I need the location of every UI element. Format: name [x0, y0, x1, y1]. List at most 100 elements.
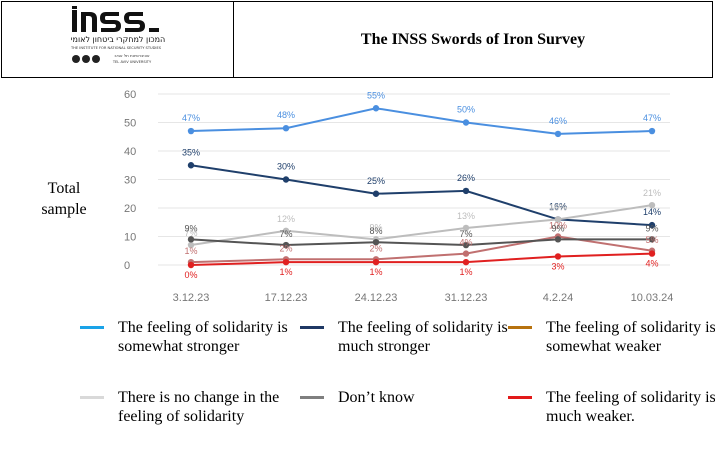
data-point [462, 224, 470, 232]
logo-cell: המכון למחקרי ביטחון לאומי THE INSTITUTE … [2, 2, 234, 77]
series-line [190, 238, 652, 247]
data-label: 3% [551, 261, 564, 271]
data-label: 2% [279, 243, 292, 253]
report-title: The INSS Swords of Iron Survey [360, 30, 586, 48]
series-line [190, 252, 653, 266]
data-point [372, 105, 380, 112]
data-label: 35% [182, 147, 200, 157]
data-point [372, 239, 380, 246]
data-label: 16% [549, 201, 567, 211]
logo-hebrew-line: המכון למחקרי ביטחון לאומי [71, 35, 166, 44]
total-sample-label: Total sample [41, 180, 87, 218]
y-tick-label: 40 [124, 146, 136, 158]
data-point [282, 227, 290, 234]
data-label: 48% [277, 110, 295, 120]
legend-label: The feeling of solidarity is much weaker… [546, 389, 715, 425]
legend-label: The feeling of solidarity is much strong… [338, 319, 508, 355]
inss-logo-mark [72, 6, 159, 63]
legend-label: There is no change in the feeling of sol… [118, 389, 280, 425]
data-label: 12% [277, 214, 295, 224]
x-axis-ticks: 3.12.23 17.12.23 24.12.23 31.12.23 4.2.24 10.… [173, 292, 674, 304]
x-tick-label: 17.12.23 [265, 292, 308, 304]
data-point [648, 201, 656, 209]
data-label: 7% [184, 228, 197, 238]
x-tick-label: 4.2.24 [543, 292, 574, 304]
y-tick-label: 30 [124, 175, 136, 187]
data-point [282, 125, 290, 132]
data-point [187, 127, 195, 135]
data-label: 1% [369, 267, 382, 277]
data-label: 9% [551, 223, 564, 233]
title-cell: The INSS Swords of Iron Survey [234, 2, 712, 77]
data-label: 50% [457, 105, 475, 115]
logo-small-hebrew: אוניברסיטת תל אביב [114, 53, 150, 58]
legend-label: The feeling of solidarity is somewhat st… [118, 319, 288, 355]
data-point [462, 258, 470, 266]
data-label: 4% [459, 238, 472, 248]
x-tick-label: 3.12.23 [173, 292, 210, 304]
data-label: 1% [279, 267, 292, 277]
y-axis-ticks: 0 10 20 30 40 50 60 [124, 89, 136, 272]
legend-label: The feeling of solidarity is somewhat we… [546, 319, 715, 355]
data-label: 4% [645, 259, 658, 269]
data-label: 10% [549, 221, 567, 231]
legend-swatch [300, 326, 324, 329]
line-chart: 0 10 20 30 40 50 60 3.12.23 17.12.23 24.12.23 31.… [124, 89, 674, 304]
inss-logo: המכון למחקרי ביטחון לאומי THE INSTITUTE … [70, 6, 166, 64]
data-point [372, 258, 380, 266]
series-line [190, 107, 653, 135]
data-point [187, 261, 195, 269]
chart-grid [158, 93, 670, 266]
data-point [372, 190, 380, 197]
data-label: 9% [369, 222, 382, 232]
data-point [187, 162, 195, 169]
chart-series [187, 105, 656, 269]
data-label: 13% [457, 211, 475, 221]
logo-english-line: THE INSTITUTE FOR NATIONAL SECURITY STUD… [70, 46, 162, 50]
chart-data-labels: 47% 48% 55% 50% 46% 47% 35% 30% 25% 26% 16% 14% 1% 2%… [182, 90, 661, 280]
data-label: 0% [184, 270, 197, 280]
x-tick-label: 31.12.23 [445, 292, 488, 304]
y-tick-label: 0 [124, 260, 130, 272]
y-tick-label: 20 [124, 203, 136, 215]
x-tick-label: 24.12.23 [355, 292, 398, 304]
data-point [462, 241, 470, 249]
data-label: 47% [643, 113, 661, 123]
chart-legend: The feeling of solidarity is somewhat st… [80, 318, 715, 468]
data-point [462, 187, 470, 195]
legend-label: Don’t know [338, 389, 415, 406]
data-point [554, 253, 562, 260]
data-point [554, 236, 562, 243]
data-label: 14% [643, 207, 661, 217]
data-label: 1% [184, 246, 197, 256]
data-point [282, 241, 290, 249]
data-point [282, 176, 290, 183]
data-label: 5% [645, 235, 658, 245]
data-label: 25% [367, 176, 385, 186]
data-label: 7% [459, 229, 472, 239]
data-label: 16% [549, 202, 567, 212]
data-label: 9% [645, 223, 658, 233]
data-point [648, 127, 656, 135]
data-point [462, 250, 470, 257]
data-label: 2% [369, 243, 382, 253]
data-label: 26% [457, 173, 475, 183]
data-label: 1% [459, 267, 472, 277]
series-line [190, 204, 653, 247]
data-point [648, 236, 656, 243]
data-label: 46% [549, 116, 567, 126]
legend-swatch [508, 396, 532, 399]
series-line [190, 164, 653, 227]
logo-small-english: TEL AVIV UNIVERSITY [112, 60, 152, 64]
x-tick-label: 10.03.24 [631, 292, 674, 304]
data-label: 9% [184, 223, 197, 233]
data-point [282, 258, 290, 266]
y-tick-label: 50 [124, 118, 136, 130]
legend-swatch [300, 396, 324, 399]
data-point [187, 241, 195, 249]
data-label: 47% [182, 113, 200, 123]
legend-swatch [80, 396, 104, 399]
data-label: 30% [277, 162, 295, 172]
report-header: המכון למחקרי ביטחון לאומי THE INSTITUTE … [1, 1, 713, 78]
data-point [187, 236, 195, 243]
